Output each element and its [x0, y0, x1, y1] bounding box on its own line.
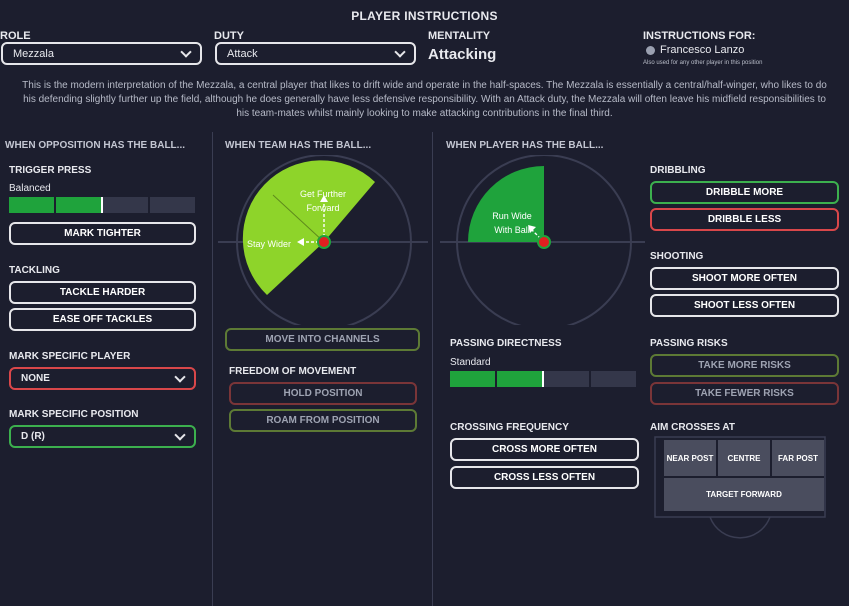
freedom-label: FREEDOM OF MOVEMENT — [229, 366, 357, 377]
chevron-down-icon — [394, 45, 406, 58]
chevron-down-icon — [180, 45, 192, 58]
duty-value: Attack — [227, 47, 258, 60]
shoot-less-often-button[interactable]: SHOOT LESS OFTEN — [650, 294, 839, 317]
arrow-left-icon — [297, 238, 304, 246]
forward-label: Forward — [306, 203, 339, 213]
role-value: Mezzala — [13, 47, 54, 60]
chevron-down-icon — [174, 370, 186, 383]
slider-marker[interactable] — [101, 197, 103, 213]
dribble-diagram: Run Wide With Ball — [440, 155, 645, 325]
slider-segment — [544, 371, 589, 387]
slider-segment — [9, 197, 54, 213]
take-more-risks-button[interactable]: TAKE MORE RISKS — [650, 354, 839, 377]
movement-diagram: Get Further Forward Stay Wider — [218, 155, 428, 325]
slider-segment — [150, 197, 195, 213]
also-used-note: Also used for any other player in this p… — [643, 60, 763, 66]
role-dropdown[interactable]: Mezzala — [1, 42, 202, 65]
mentality-value: Attacking — [428, 46, 497, 63]
team-heading: WHEN TEAM HAS THE BALL... — [225, 140, 372, 151]
run-wide-label: Run Wide — [492, 211, 532, 221]
trigger-press-label: TRIGGER PRESS — [9, 165, 92, 176]
penalty-arc — [709, 516, 771, 539]
mark-player-value: NONE — [21, 373, 50, 384]
target-forward-target[interactable]: TARGET FORWARD — [664, 478, 824, 511]
duty-label: DUTY — [214, 30, 244, 42]
mark-player-label: MARK SPECIFIC PLAYER — [9, 351, 131, 362]
cross-target-grid: NEAR POST CENTRE FAR POST — [664, 440, 824, 476]
slider-segment — [56, 197, 101, 213]
player-marker — [317, 235, 331, 249]
passing-directness-label: PASSING DIRECTNESS — [450, 338, 562, 349]
tackling-label: TACKLING — [9, 265, 60, 276]
far-post-target[interactable]: FAR POST — [772, 440, 824, 476]
aim-crosses-label: AIM CROSSES AT — [650, 422, 736, 433]
cross-more-often-button[interactable]: CROSS MORE OFTEN — [450, 438, 639, 461]
crossing-frequency-label: CROSSING FREQUENCY — [450, 422, 569, 433]
mentality-label: MENTALITY — [428, 30, 491, 42]
person-icon — [646, 45, 655, 55]
duty-dropdown[interactable]: Attack — [215, 42, 416, 65]
centre-target[interactable]: CENTRE — [718, 440, 770, 476]
dribble-sector[interactable] — [468, 166, 544, 242]
trigger-press-slider[interactable] — [9, 197, 195, 213]
penalty-box-diagram — [654, 436, 826, 539]
role-label: ROLE — [0, 30, 31, 42]
column-divider — [432, 132, 433, 606]
near-post-target[interactable]: NEAR POST — [664, 440, 716, 476]
slider-segment — [103, 197, 148, 213]
dribbling-label: DRIBBLING — [650, 165, 706, 176]
get-further-label: Get Further — [300, 189, 346, 199]
mark-position-dropdown[interactable]: D (R) — [9, 425, 196, 448]
instructions-for-label: INSTRUCTIONS FOR: — [643, 30, 756, 42]
player-name: Francesco Lanzo — [660, 44, 745, 56]
mark-position-label: MARK SPECIFIC POSITION — [9, 409, 139, 420]
passing-directness-value: Standard — [450, 357, 491, 368]
slider-marker[interactable] — [542, 371, 544, 387]
chevron-down-icon — [174, 428, 186, 441]
trigger-press-value: Balanced — [9, 183, 51, 194]
dribble-more-button[interactable]: DRIBBLE MORE — [650, 181, 839, 204]
slider-segment — [450, 371, 495, 387]
mark-player-dropdown[interactable]: NONE — [9, 367, 196, 390]
hold-position-button[interactable]: HOLD POSITION — [229, 382, 417, 405]
arrow-up-icon — [320, 195, 328, 202]
mark-tighter-button[interactable]: MARK TIGHTER — [9, 222, 196, 245]
shooting-label: SHOOTING — [650, 251, 704, 262]
slider-segment — [497, 371, 542, 387]
column-divider — [212, 132, 213, 606]
passing-directness-slider[interactable] — [450, 371, 636, 387]
tackle-harder-button[interactable]: TACKLE HARDER — [9, 281, 196, 304]
stay-wider-label: Stay Wider — [247, 239, 291, 249]
shoot-more-often-button[interactable]: SHOOT MORE OFTEN — [650, 267, 839, 290]
cross-less-often-button[interactable]: CROSS LESS OFTEN — [450, 466, 639, 489]
passing-risks-label: PASSING RISKS — [650, 338, 728, 349]
player-ball-heading: WHEN PLAYER HAS THE BALL... — [446, 140, 604, 151]
dribble-less-button[interactable]: DRIBBLE LESS — [650, 208, 839, 231]
player-selector[interactable]: Francesco Lanzo — [646, 44, 744, 56]
mark-position-value: D (R) — [21, 431, 45, 442]
opposition-heading: WHEN OPPOSITION HAS THE BALL... — [5, 140, 186, 151]
penalty-box — [654, 436, 826, 518]
take-fewer-risks-button[interactable]: TAKE FEWER RISKS — [650, 382, 839, 405]
player-marker — [537, 235, 551, 249]
arrow-icon — [528, 225, 536, 233]
ease-off-tackles-button[interactable]: EASE OFF TACKLES — [9, 308, 196, 331]
with-ball-label: With Ball — [494, 225, 530, 235]
roam-from-position-button[interactable]: ROAM FROM POSITION — [229, 409, 417, 432]
sector-divider — [272, 194, 325, 243]
page-title: PLAYER INSTRUCTIONS — [351, 9, 498, 23]
slider-segment — [591, 371, 636, 387]
role-description: This is the modern interpretation of the… — [22, 80, 827, 119]
move-into-channels-button[interactable]: MOVE INTO CHANNELS — [225, 328, 420, 351]
